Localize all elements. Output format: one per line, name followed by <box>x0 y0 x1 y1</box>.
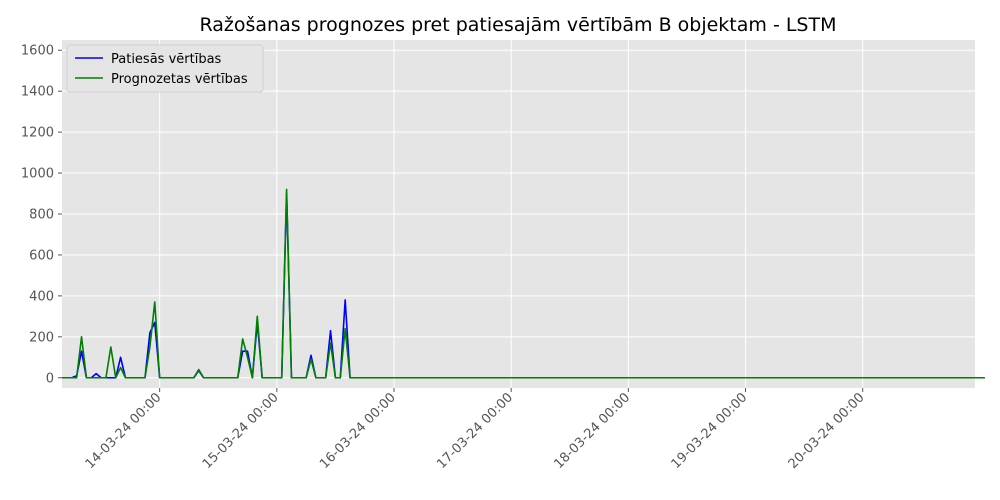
y-axis: 0 200 400 600 800 1000 1200 1400 1600 <box>21 44 62 386</box>
series-lines <box>62 188 985 379</box>
y-tick-label: 600 <box>29 248 54 263</box>
series-line-1 <box>62 188 985 379</box>
x-tick-label: 18-03-24 00:00 <box>551 390 633 472</box>
chart-title: Ražošanas prognozes pret patiesajām vērt… <box>199 14 836 36</box>
y-tick-label: 1000 <box>21 167 54 182</box>
x-tick-label: 20-03-24 00:00 <box>786 390 868 472</box>
x-tick-label: 15-03-24 00:00 <box>200 390 282 472</box>
legend: Patiesās vērtības Prognozetas vērtības <box>66 44 264 93</box>
legend-label-pred: Prognozetas vērtības <box>111 72 248 87</box>
y-tick-label: 0 <box>46 371 54 386</box>
legend-box <box>66 44 264 93</box>
legend-label-true: Patiesās vērtības <box>111 52 222 67</box>
y-tick-label: 1200 <box>21 126 54 141</box>
y-tick-label: 1600 <box>21 44 54 59</box>
y-tick-label: 1400 <box>21 85 54 100</box>
y-tick-label: 400 <box>29 289 54 304</box>
x-tick-label: 16-03-24 00:00 <box>317 390 399 472</box>
y-tick-label: 800 <box>29 208 54 223</box>
x-tick-label: 17-03-24 00:00 <box>434 390 516 472</box>
x-tick-label: 14-03-24 00:00 <box>83 390 165 472</box>
x-axis: 14-03-24 00:00 15-03-24 00:00 16-03-24 00:… <box>83 388 868 472</box>
x-tick-label: 19-03-24 00:00 <box>669 390 751 472</box>
y-tick-label: 200 <box>29 330 54 345</box>
